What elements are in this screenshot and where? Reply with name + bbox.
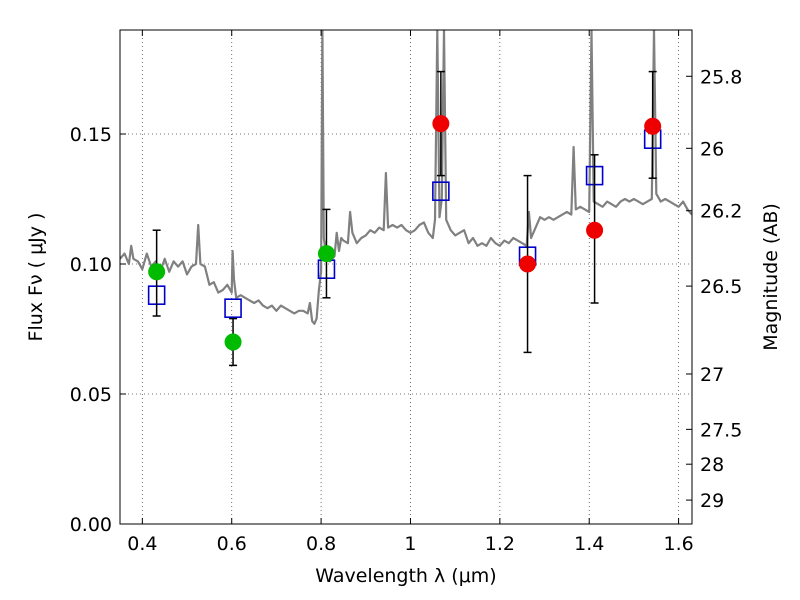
grid-lines — [120, 30, 692, 524]
right-tick-label: 25.8 — [700, 66, 742, 88]
right-tick-label: 26.2 — [700, 201, 742, 223]
y-axis-right-label: Magnitude (AB) — [760, 203, 782, 351]
model-sed-line — [120, 30, 692, 325]
right-tick-label: 28 — [700, 454, 724, 476]
y-tick-label: 0.10 — [70, 254, 112, 276]
x-tick-label: 1.6 — [663, 533, 693, 555]
right-tick-label: 26.5 — [700, 276, 742, 298]
x-tick-label: 0.6 — [217, 533, 247, 555]
x-tick-label: 0.8 — [306, 533, 336, 555]
y-axis-right: 25.8 26 26.2 26.5 27 27.5 28 29 — [686, 66, 742, 512]
model-photometry-square — [432, 181, 450, 201]
x-tick-label: 0.4 — [127, 533, 157, 555]
x-tick-label: 1.2 — [485, 533, 515, 555]
plot-area — [120, 30, 692, 367]
observed-point — [644, 117, 662, 135]
right-tick-label: 29 — [700, 490, 724, 512]
model-photometry-square — [224, 298, 242, 319]
y-tick-label: 0.00 — [70, 514, 112, 536]
observed-point — [317, 245, 335, 263]
x-tick-label: 1.4 — [574, 533, 604, 555]
observed-point — [586, 221, 604, 239]
y-tick-label: 0.15 — [70, 124, 112, 146]
right-tick-label: 27.5 — [700, 419, 742, 441]
right-tick-label: 26 — [700, 138, 724, 160]
plot-frame — [119, 29, 693, 525]
y-tick-label: 0.05 — [70, 384, 112, 406]
y-axis-label: Flux Fν ( μJy ) — [25, 213, 47, 342]
observed-point — [432, 115, 450, 133]
right-tick-label: 27 — [700, 364, 724, 386]
observed-point — [148, 263, 166, 281]
observed-point — [224, 333, 242, 351]
y-axis-left: 0.00 0.05 0.10 0.15 — [70, 124, 126, 536]
x-axis: 0.4 0.6 0.8 1 1.2 1.4 1.6 — [127, 30, 694, 555]
x-axis-label: Wavelength λ (μm) — [315, 565, 496, 587]
x-tick-label: 1 — [404, 533, 416, 555]
observed-point — [519, 255, 537, 273]
